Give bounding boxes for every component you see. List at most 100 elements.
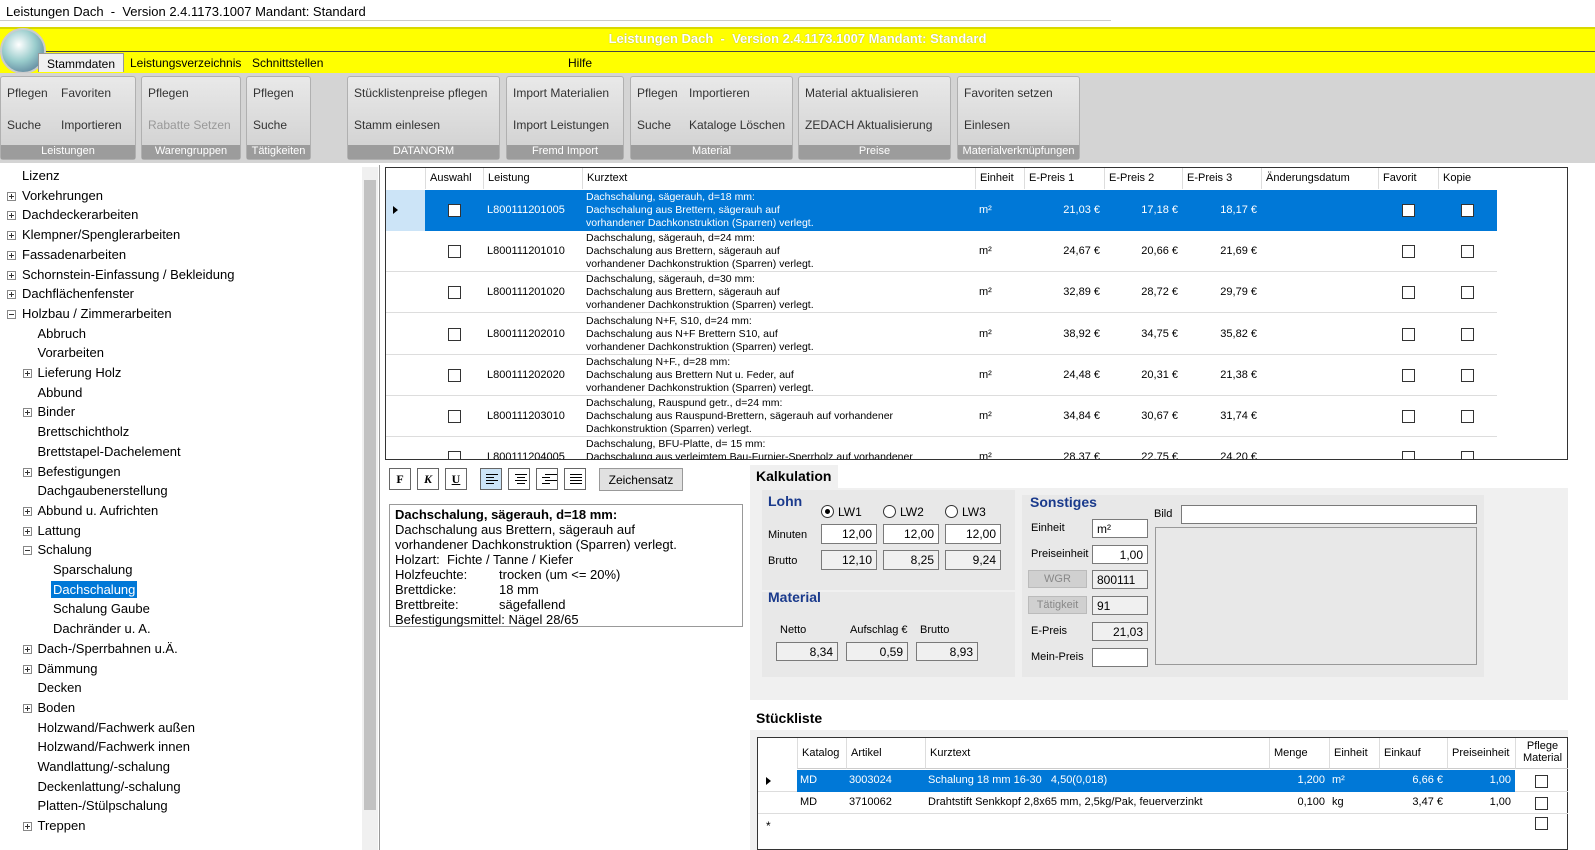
checkbox[interactable] (448, 327, 461, 341)
tree-item[interactable]: Lieferung Holz (37, 365, 122, 380)
field-button[interactable]: Tätigkeit (1028, 596, 1087, 615)
ribbon-button[interactable]: Favoriten (61, 86, 112, 100)
column-header[interactable]: Artikel (846, 738, 925, 769)
field[interactable]: 12,00 (883, 524, 939, 544)
checkbox[interactable] (448, 245, 461, 259)
tree-item[interactable]: Dachdeckerarbeiten (22, 207, 139, 223)
stueckliste-row[interactable]: MD 3710062 Drahtstift Senkkopf 2,8x65 mm, … (758, 792, 1569, 814)
align-button[interactable] (564, 468, 586, 490)
tree-item[interactable]: Klempner/Spenglerarbeiten (22, 227, 181, 243)
tree-item[interactable]: Lizenz (22, 168, 60, 183)
align-button[interactable] (480, 468, 502, 490)
tree-expander[interactable] (7, 191, 16, 201)
tree-item[interactable]: Schalung (37, 542, 92, 558)
ribbon-button[interactable]: Stamm einlesen (354, 118, 441, 132)
tree-item[interactable]: Abbund u. Aufrichten (37, 502, 159, 518)
checkbox[interactable] (1461, 286, 1474, 300)
checkbox[interactable] (1461, 368, 1474, 382)
ribbon-button[interactable]: Material aktualisieren (805, 86, 919, 100)
checkbox[interactable] (448, 410, 461, 423)
ribbon-button[interactable]: Kataloge Löschen (689, 118, 786, 132)
column-header[interactable]: Kopie (1438, 168, 1497, 189)
menu-tab[interactable]: Hilfe (568, 56, 593, 70)
tree-expander[interactable] (22, 703, 32, 713)
align-button[interactable] (536, 468, 558, 490)
column-header[interactable]: Kurztext (582, 168, 975, 189)
column-header[interactable]: Kurztext (925, 738, 1269, 769)
field[interactable]: 21,03 (1092, 621, 1148, 641)
checkbox[interactable] (1402, 368, 1415, 382)
text-editor[interactable]: Dachschalung, sägerauh, d=18 mm: Dachscha… (389, 504, 743, 627)
radio[interactable] (945, 505, 958, 518)
column-header[interactable]: Favorit (1378, 168, 1438, 189)
column-header[interactable]: Auswahl (425, 168, 483, 189)
tree-expander[interactable] (22, 467, 32, 477)
ribbon-button[interactable]: ZEDACH Aktualisierung (805, 118, 933, 132)
column-header[interactable]: Einkauf (1379, 738, 1447, 769)
tree-item[interactable]: Brettschichtholz (37, 424, 130, 440)
ribbon-button[interactable]: Import Leistungen (513, 118, 610, 132)
tree-item[interactable]: Vorkehrungen (22, 187, 103, 203)
tree-item[interactable]: Boden (37, 699, 76, 715)
tree-item[interactable]: Dachgaubenerstellung (37, 483, 168, 499)
tree-expander[interactable] (7, 309, 16, 319)
tree-item[interactable]: Wandlattung/-schalung (37, 759, 171, 774)
menu-tab[interactable]: Schnittstellen (252, 56, 324, 70)
ribbon-button[interactable]: Suche (7, 118, 42, 132)
checkbox[interactable] (448, 451, 461, 459)
tree-item[interactable]: Befestigungen (37, 463, 121, 479)
checkbox[interactable] (1402, 410, 1415, 423)
ribbon-button[interactable]: Favoriten setzen (964, 86, 1053, 100)
field[interactable]: 91 (1092, 596, 1148, 616)
checkbox[interactable] (1461, 410, 1474, 423)
tree-item[interactable]: Brettstapel-Dachelement (37, 443, 181, 459)
tree-expander[interactable] (22, 506, 32, 516)
column-header[interactable]: E-Preis 1 (1024, 168, 1104, 189)
ribbon-button[interactable]: Pflegen (253, 86, 294, 100)
grid-row[interactable]: L800111202010 Dachschalung N+F, S10, d=24… (386, 314, 1497, 355)
checkbox[interactable] (448, 204, 461, 217)
ribbon-button[interactable]: Suche (637, 118, 672, 132)
align-button[interactable] (508, 468, 530, 490)
ribbon-button[interactable]: Importieren (61, 118, 122, 132)
tree-item[interactable]: Binder (37, 404, 76, 420)
tree-item[interactable]: Treppen (37, 818, 86, 834)
field[interactable]: 12,00 (821, 524, 877, 544)
menu-tab[interactable]: Leistungsverzeichnis (130, 56, 242, 70)
ribbon-button[interactable]: Einlesen (964, 118, 1011, 132)
tree-item[interactable]: Schornstein-Einfassung / Bekleidung (22, 266, 235, 282)
checkbox[interactable] (448, 286, 461, 300)
tree-expander[interactable] (7, 270, 16, 280)
tree-item[interactable]: Vorarbeiten (37, 345, 105, 361)
tab[interactable]: Kalkulation (750, 465, 838, 489)
tree-expander[interactable] (22, 526, 32, 536)
grid-row[interactable]: L800111201005 Dachschalung, sägerauh, d=1… (386, 190, 1497, 231)
radio[interactable] (821, 505, 834, 518)
checkbox[interactable] (1535, 797, 1548, 810)
column-header[interactable]: E-Preis 2 (1104, 168, 1182, 189)
column-header[interactable]: Katalog (797, 738, 846, 769)
tree-expander[interactable] (7, 211, 16, 221)
ribbon-button[interactable]: Pflegen (637, 86, 678, 100)
menu-tab[interactable]: Stammdaten (38, 53, 125, 72)
grid-row[interactable]: L800111204005 Dachschalung, BFU-Platte, d… (386, 437, 1497, 459)
grid-row[interactable]: L800111201020 Dachschalung, sägerauh, d=3… (386, 272, 1497, 314)
grid-row[interactable]: L800111202020 Dachschalung N+F., d=28 mm:… (386, 355, 1497, 396)
checkbox[interactable] (448, 368, 461, 382)
ribbon-button[interactable]: Pflegen (148, 86, 189, 100)
field[interactable]: 1,00 (1092, 544, 1148, 564)
tree-expander[interactable] (22, 546, 32, 556)
tree-expander[interactable] (22, 822, 32, 832)
column-header[interactable]: E-Preis 3 (1182, 168, 1261, 189)
tree-item[interactable]: Dachränder u. A. (53, 621, 151, 637)
checkbox[interactable] (1535, 775, 1548, 788)
checkbox[interactable] (1402, 204, 1415, 217)
checkbox[interactable] (1535, 817, 1548, 830)
tree-expander[interactable] (22, 369, 32, 378)
checkbox[interactable] (1402, 327, 1415, 341)
column-header[interactable]: Pflege Material (1515, 738, 1569, 769)
tree-item[interactable]: Platten-/Stülpschalung (37, 798, 168, 814)
field-button[interactable]: WGR (1028, 570, 1087, 589)
checkbox[interactable] (1461, 245, 1474, 259)
font-button[interactable]: Zeichensatz (599, 468, 683, 491)
